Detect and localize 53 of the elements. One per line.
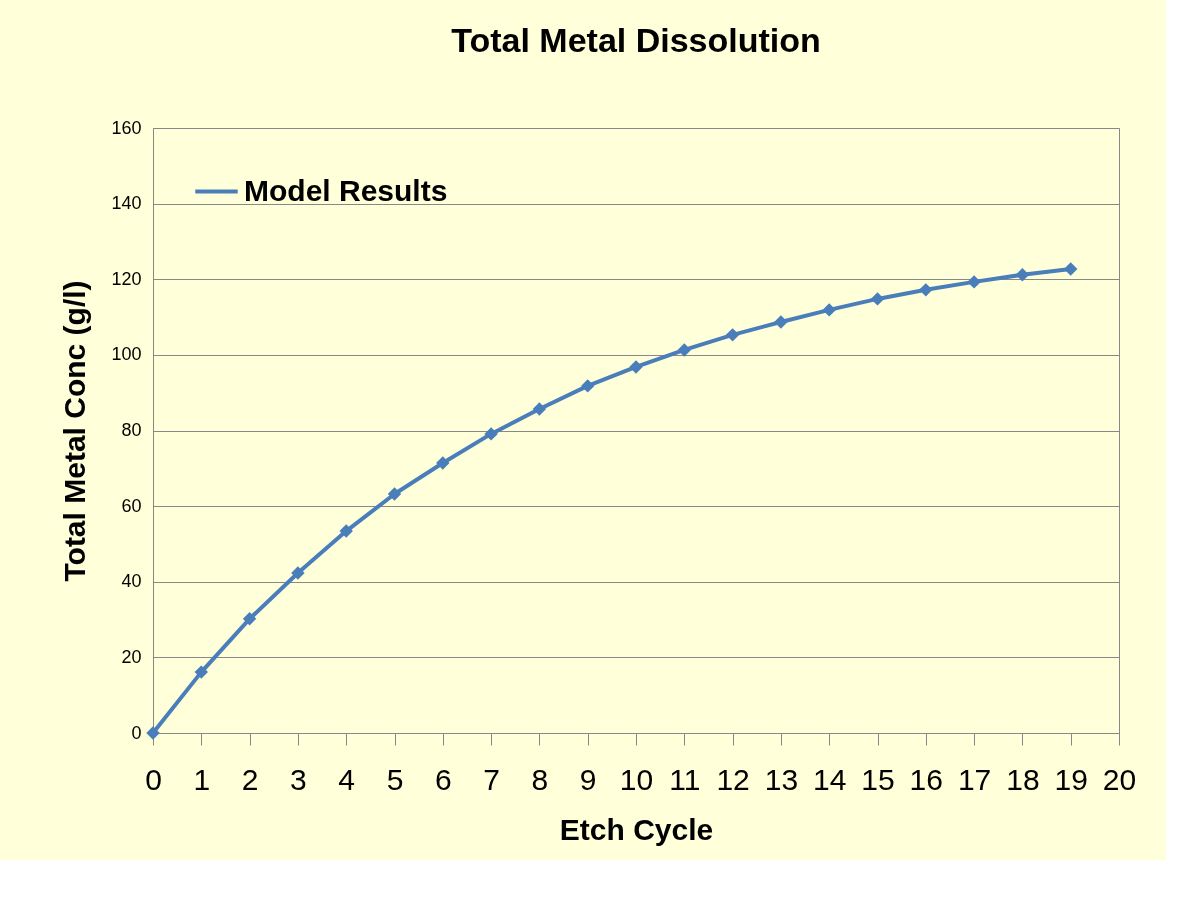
point	[387, 487, 402, 501]
x-tick-label: 1	[193, 762, 211, 796]
x-tick-label: 6	[434, 762, 452, 796]
y-tick-label: 120	[111, 268, 142, 289]
y-tick-label: 0	[131, 722, 142, 743]
x-tick-label: 18	[1006, 762, 1040, 796]
point	[1015, 268, 1030, 282]
point	[1063, 262, 1078, 276]
point	[870, 292, 885, 306]
x-tick-label: 19	[1054, 762, 1088, 796]
x-tick-label: 5	[386, 762, 404, 796]
x-tick-label: 9	[579, 762, 597, 796]
point	[146, 726, 160, 740]
x-tick-label: 13	[764, 762, 799, 796]
x-tick-label: 12	[716, 762, 750, 796]
chart-title: Total Metal Dissolution	[451, 21, 821, 59]
point	[774, 315, 788, 329]
y-tick-label: 60	[121, 495, 142, 516]
y-axis-title: Total Metal Conc (g/l)	[58, 280, 92, 582]
y-tick-label: 100	[111, 344, 142, 365]
point	[725, 328, 740, 342]
point	[629, 360, 643, 374]
y-tick-label: 40	[121, 571, 142, 592]
y-tick-label: 140	[111, 193, 142, 214]
point	[339, 524, 353, 538]
point	[822, 303, 836, 317]
point	[194, 665, 209, 679]
x-tick-label: 3	[290, 762, 307, 796]
point	[484, 427, 498, 441]
x-tick-label: 11	[669, 762, 701, 796]
x-axis-title: Etch Cycle	[559, 812, 714, 846]
legend-label: Model Results	[244, 173, 448, 207]
x-tick-label: 8	[531, 762, 549, 796]
x-tick-label: 14	[813, 762, 847, 796]
point	[242, 612, 257, 626]
x-tick-label: 16	[909, 762, 943, 796]
point	[677, 343, 692, 357]
x-tick-label: 7	[483, 762, 500, 796]
x-tick-label: 15	[861, 762, 895, 796]
point	[291, 566, 305, 580]
y-tick-label: 20	[121, 646, 142, 667]
point	[919, 283, 933, 297]
x-tick-label: 20	[1102, 762, 1137, 796]
x-tick-label: 10	[619, 762, 654, 796]
point	[436, 456, 450, 470]
x-tick-label: 4	[338, 762, 356, 796]
y-tick-label: 160	[111, 117, 142, 138]
y-tick-label: 80	[121, 420, 142, 440]
point	[967, 275, 981, 289]
x-tick-label: 2	[241, 762, 259, 796]
point	[532, 402, 547, 416]
point	[580, 379, 595, 393]
x-tick-label: 17	[957, 762, 992, 796]
